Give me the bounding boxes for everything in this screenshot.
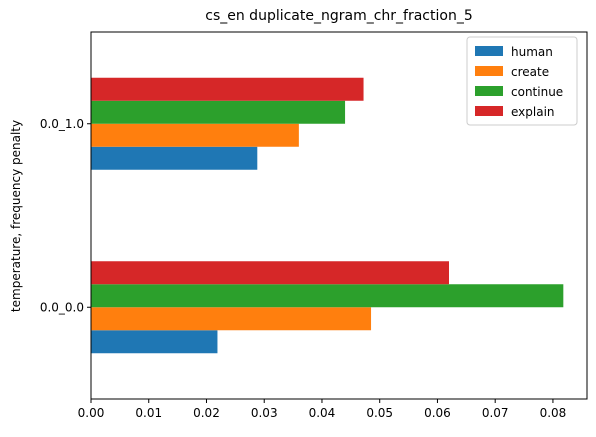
bar-human-0.0_1.0 [91, 146, 258, 170]
bar-human-0.0_0.0 [91, 330, 218, 354]
legend-label-create: create [511, 65, 549, 79]
bar-create-0.0_1.0 [91, 123, 299, 147]
legend-swatch-explain [475, 106, 503, 116]
bar-continue-0.0_1.0 [91, 100, 346, 124]
legend: human create continue explain [466, 36, 578, 126]
chart-title: cs_en duplicate_ngram_chr_fraction_5 [205, 8, 472, 24]
x-tick-label: 0.03 [251, 406, 278, 420]
bars-group [91, 77, 564, 354]
x-tick-label: 0.01 [135, 406, 162, 420]
bar-explain-0.0_1.0 [91, 77, 364, 101]
legend-box [466, 36, 578, 126]
x-tick-label: 0.00 [78, 406, 105, 420]
bar-create-0.0_0.0 [91, 307, 372, 331]
plot-frame [90, 31, 588, 400]
x-tick-label: 0.07 [482, 406, 509, 420]
legend-label-human: human [511, 45, 553, 59]
legend-swatch-create [475, 66, 503, 76]
bar-explain-0.0_0.0 [91, 261, 449, 285]
legend-label-continue: continue [511, 85, 563, 99]
y-tick-label: 0.0_0.0 [40, 300, 84, 314]
legend-swatch-human [475, 46, 503, 56]
legend-swatch-continue [475, 86, 503, 96]
legend-label-explain: explain [511, 105, 555, 119]
x-tick-label: 0.05 [366, 406, 393, 420]
x-tick-label: 0.02 [193, 406, 220, 420]
y-tick-label: 0.0_1.0 [40, 117, 84, 131]
axis-ticks: 0.00 0.01 0.02 0.03 0.04 0.05 0.06 0.07 0.08 0.0_… [40, 117, 566, 420]
x-tick-label: 0.06 [424, 406, 451, 420]
y-axis-label: temperature, frequency penalty [9, 120, 23, 312]
bar-continue-0.0_0.0 [91, 284, 564, 308]
x-tick-label: 0.08 [540, 406, 567, 420]
x-tick-label: 0.04 [309, 406, 336, 420]
